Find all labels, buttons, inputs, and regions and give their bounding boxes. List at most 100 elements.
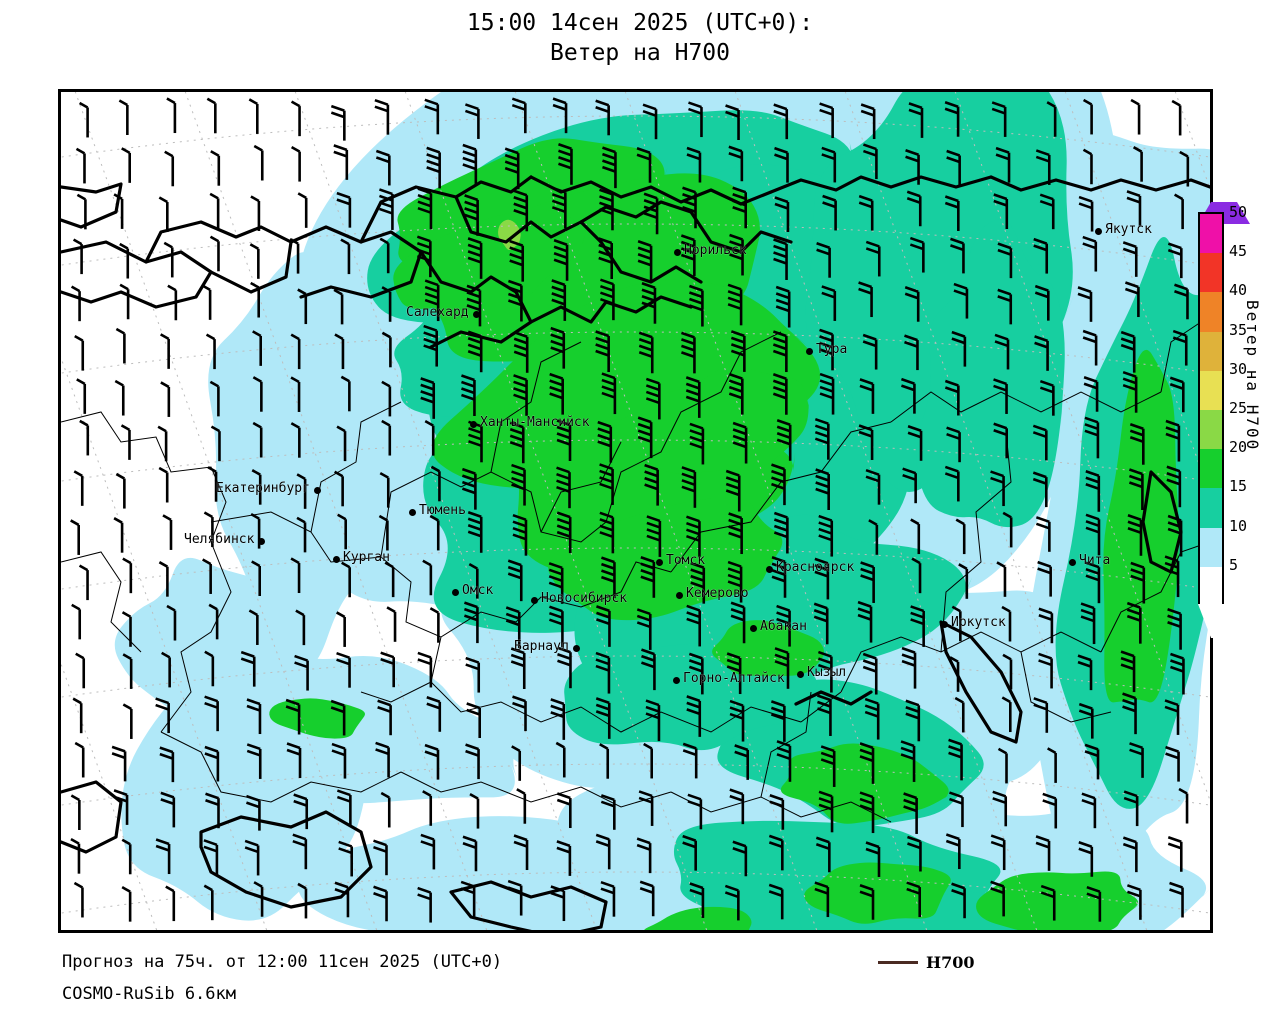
wind-barb xyxy=(296,473,307,509)
wind-barb xyxy=(426,696,442,732)
wind-barb xyxy=(340,238,351,275)
wind-barb xyxy=(945,833,961,870)
wind-barb xyxy=(732,421,748,464)
wind-barb xyxy=(1039,379,1055,416)
wind-barb xyxy=(732,186,747,229)
wind-barb xyxy=(1167,242,1183,279)
wind-barb xyxy=(1167,607,1182,650)
wind-barb xyxy=(246,698,262,735)
wind-barb xyxy=(819,102,834,139)
wind-barb xyxy=(728,512,743,555)
wind-barb xyxy=(1032,424,1048,461)
wind-barb xyxy=(120,424,131,460)
wind-barb xyxy=(556,419,572,461)
wind-barb xyxy=(379,472,390,508)
wind-barb xyxy=(378,188,394,230)
wind-barb xyxy=(1172,329,1188,366)
wind-barb xyxy=(333,144,349,180)
wind-barb xyxy=(164,150,175,187)
wind-barb xyxy=(990,834,1006,871)
wind-barb xyxy=(732,840,748,877)
wind-barb xyxy=(337,513,347,550)
wind-barb xyxy=(380,791,391,828)
wind-barb xyxy=(910,518,921,555)
city-label: Омск xyxy=(462,583,494,598)
wind-barb xyxy=(906,881,922,918)
wind-barb xyxy=(290,100,301,137)
city-marker-dot xyxy=(333,556,340,563)
wind-barb xyxy=(504,147,520,190)
wind-barb xyxy=(119,242,130,279)
wind-barb xyxy=(373,885,388,922)
wind-barb xyxy=(680,234,696,276)
wind-barb xyxy=(429,514,440,551)
wind-barb xyxy=(820,745,836,787)
map-canvas[interactable]: Норильск Салехард Тура Якутск Ханты-Мансийск… xyxy=(58,89,1213,933)
wind-barb xyxy=(595,697,611,739)
wind-barb xyxy=(203,884,214,921)
wind-barb xyxy=(949,656,960,692)
wind-barb xyxy=(1127,514,1143,556)
city-label: Чита xyxy=(1079,553,1111,568)
colorbar-segment xyxy=(1200,527,1222,567)
wind-barb xyxy=(1077,286,1093,322)
wind-barb xyxy=(821,285,837,321)
wind-barb xyxy=(951,605,962,642)
wind-barb xyxy=(636,837,652,874)
wind-barb xyxy=(681,331,696,374)
wind-barb xyxy=(904,334,919,371)
wind-barb xyxy=(119,283,130,320)
page-title: 15:00 14сен 2025 (UTC+0): Ветер на H700 xyxy=(0,8,1280,68)
wind-barb xyxy=(166,97,177,134)
city-label: Салехард xyxy=(406,305,469,320)
wind-barb xyxy=(461,467,477,510)
wind-barb xyxy=(72,238,83,275)
wind-barb xyxy=(336,789,352,826)
wind-barb xyxy=(681,466,697,508)
wind-barb xyxy=(997,288,1013,325)
wind-barb xyxy=(997,242,1013,279)
wind-barb xyxy=(727,560,743,603)
wind-barb xyxy=(336,611,346,647)
wind-barb xyxy=(512,695,527,732)
city-marker-dot xyxy=(1069,559,1076,566)
wind-barb xyxy=(76,378,87,414)
wind-barb xyxy=(286,742,302,779)
wind-barb xyxy=(509,239,525,282)
wind-barb xyxy=(1173,193,1184,230)
wind-barb xyxy=(155,697,170,734)
wind-barb xyxy=(70,794,81,830)
wind-barb xyxy=(602,146,617,189)
wind-barb xyxy=(951,330,967,367)
wind-barb xyxy=(641,281,657,324)
wind-barb xyxy=(330,699,346,736)
wind-barb xyxy=(73,881,84,918)
wind-barb xyxy=(728,372,744,415)
wind-barb xyxy=(420,377,436,419)
city-label: Тюмень xyxy=(419,503,466,518)
wind-barb xyxy=(901,646,917,689)
wind-barb xyxy=(1120,330,1136,373)
wind-barb xyxy=(636,608,652,650)
wind-barb xyxy=(1084,416,1100,459)
wind-barb xyxy=(950,237,965,274)
wind-barb xyxy=(774,196,790,232)
wind-barb xyxy=(336,651,351,688)
wind-barb xyxy=(994,333,1010,370)
city-marker-dot xyxy=(676,592,683,599)
wind-barb xyxy=(121,838,132,875)
wind-barb xyxy=(944,100,960,137)
wind-barb xyxy=(772,373,788,415)
wind-barb xyxy=(953,282,969,319)
city-marker-dot xyxy=(473,311,480,318)
colorbar xyxy=(1198,212,1224,606)
wind-barb xyxy=(1042,792,1058,829)
wind-barb xyxy=(380,651,395,688)
wind-barb xyxy=(1039,193,1055,230)
wind-barb xyxy=(1166,465,1182,508)
wind-barb xyxy=(769,793,785,830)
wind-barb xyxy=(1128,468,1144,511)
wind-barb xyxy=(773,103,789,140)
city-marker-dot xyxy=(674,249,681,256)
wind-barb xyxy=(1129,422,1145,465)
